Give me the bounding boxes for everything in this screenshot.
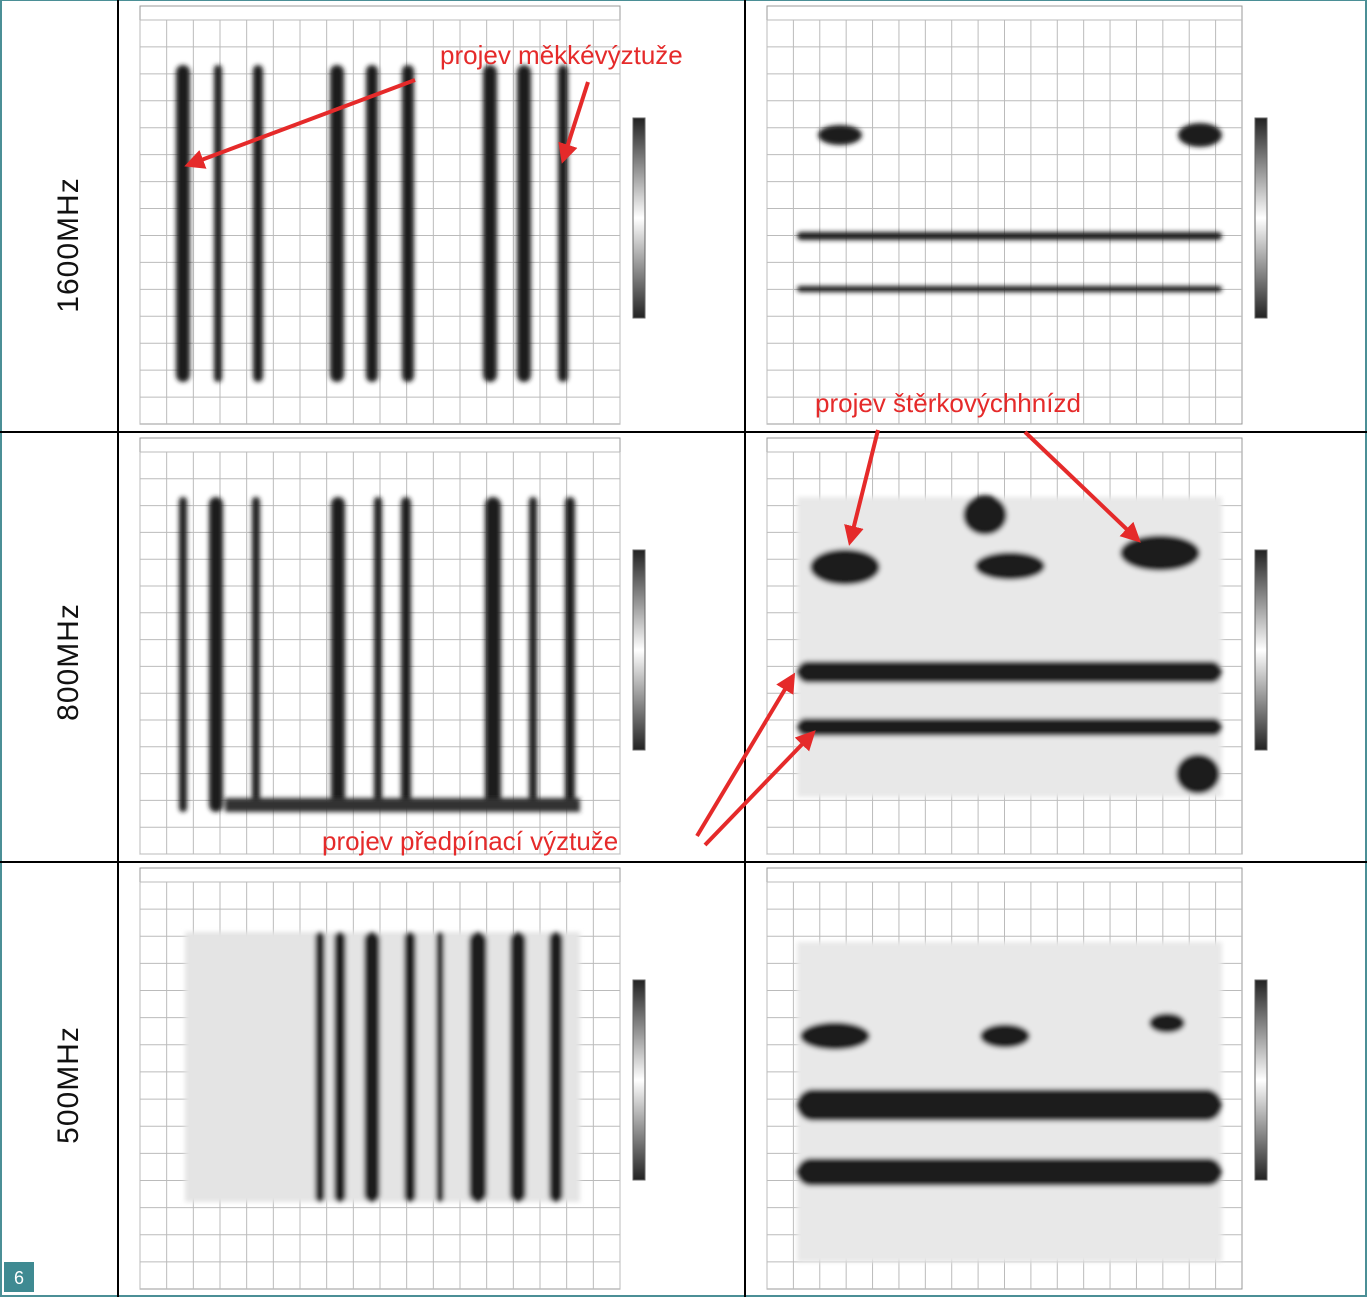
radargram-image [797,942,1222,1262]
band [797,232,1222,240]
colorbar [632,117,646,319]
row-label: 1600MHz [52,177,85,312]
band [549,932,563,1202]
band [436,932,444,1202]
colorbar [1254,979,1268,1181]
band [401,497,411,812]
band [485,497,501,812]
band [517,65,531,382]
page-number: 6 [14,1268,24,1288]
band [402,65,414,382]
band [374,497,382,812]
blob [980,1024,1030,1048]
band [252,497,260,812]
band [797,286,1222,292]
band [565,497,575,812]
band [366,65,378,382]
blob [1178,123,1222,147]
band [469,932,487,1202]
band [209,497,223,812]
blob [1149,1013,1185,1033]
band [225,798,580,812]
band [330,65,344,382]
band [334,932,346,1202]
band [529,497,537,812]
panels [139,5,1268,1290]
band [253,65,263,382]
band [404,932,416,1202]
radargram [139,5,646,425]
band [364,932,380,1202]
blob [800,1022,870,1050]
colorbar [1254,117,1268,319]
annotation: projev měkkévýztuže [440,40,683,70]
colorbar [1254,549,1268,751]
radargram-image [797,123,1222,292]
band [510,932,526,1202]
row-label: 500MHz [52,1026,85,1144]
band [483,65,497,382]
radargram [139,437,646,855]
band [797,1158,1222,1186]
band [176,65,190,382]
blob [963,495,1007,535]
radargram [766,5,1268,425]
radargram-image [185,932,580,1202]
page-number-box [4,1262,34,1292]
annotation: projev štěrkovýchhnízd [815,388,1081,418]
band [797,661,1222,683]
blob [975,552,1045,580]
radargram [139,867,646,1290]
blob [810,549,880,585]
band [179,497,187,812]
blob [818,125,862,145]
radargram-image [176,65,568,382]
annotation: projev předpínací výztuže [322,826,618,856]
band [797,718,1222,736]
band [797,1089,1222,1121]
radargram-image [797,495,1222,797]
band [331,497,345,812]
colorbar [632,549,646,751]
colorbar [632,979,646,1181]
band [315,932,325,1202]
annotation-arrows [184,78,1141,847]
radargram [766,437,1268,855]
band [214,65,222,382]
band [558,65,568,382]
blob [1176,754,1220,794]
radargram [766,867,1268,1290]
radargram-image [179,497,580,812]
row-label: 800MHz [52,603,85,721]
blob [1120,535,1200,571]
